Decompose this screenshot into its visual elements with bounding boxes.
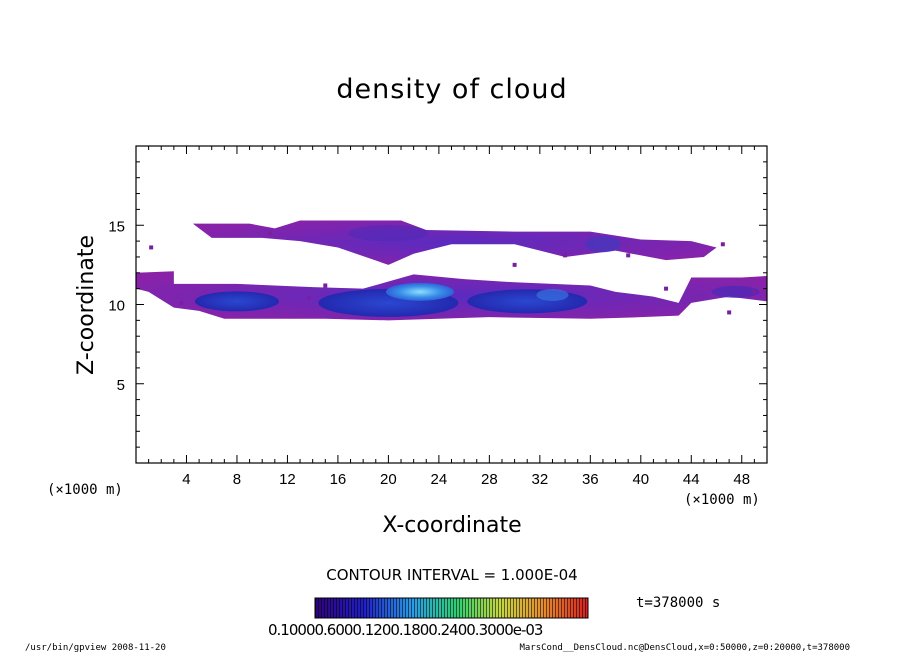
x-tick-label: 32	[531, 471, 548, 488]
y-tick-label: 5	[117, 377, 125, 394]
footer-left: /usr/bin/gpview 2008-11-20	[25, 643, 166, 653]
cloud-core	[467, 289, 588, 314]
colorbar-frame	[314, 597, 589, 619]
contour-interval: CONTOUR INTERVAL = 1.000E-04	[326, 566, 578, 584]
x-tick-label: 16	[330, 471, 347, 488]
cloud-speckle	[664, 286, 669, 291]
y-tick-label: 15	[108, 218, 125, 235]
cloud-speckle	[727, 310, 732, 315]
x-tick-label: 4	[182, 471, 190, 488]
cloud-speckle	[720, 242, 725, 247]
y-tick-label: 10	[108, 298, 125, 315]
cloud-patch	[536, 288, 569, 301]
x-tick-label: 8	[233, 471, 241, 488]
chart-title: density of cloud	[336, 74, 568, 105]
cloud-band-upper	[192, 220, 717, 265]
cloud-speckle	[563, 253, 568, 258]
colorbar-lines	[315, 598, 588, 618]
x-tick-label: 24	[431, 471, 448, 488]
time-label: t=378000 s	[636, 595, 721, 611]
cloud-patch	[584, 236, 621, 253]
x-tick-label: 12	[279, 471, 296, 488]
cloud-speckle	[179, 300, 184, 305]
cloud-speckle	[306, 296, 311, 301]
x-axis-label: X-coordinate	[382, 513, 522, 538]
cloud-speckle	[149, 245, 154, 250]
x-tick-label: 28	[481, 471, 498, 488]
cloud-speckle	[626, 253, 631, 258]
cloud-speckle	[267, 231, 272, 236]
axis-ticks	[136, 146, 767, 463]
x-unit-left: (×1000 m)	[47, 482, 123, 498]
x-tick-label: 20	[380, 471, 397, 488]
x-tick-label: 44	[683, 471, 700, 488]
footer-right: MarsCond__DensCloud.nc@DensCloud,x=0:500…	[519, 643, 850, 653]
cloud-speckle	[323, 283, 328, 288]
x-unit-right: (×1000 m)	[684, 492, 760, 508]
cloud-core	[194, 291, 279, 312]
cloud-peak	[385, 282, 454, 301]
cloud-speckle	[512, 262, 517, 267]
cloud-speckle	[752, 289, 757, 294]
x-tick-label: 36	[582, 471, 599, 488]
y-axis-label: Z-coordinate	[74, 235, 99, 375]
x-tick-label: 48	[733, 471, 750, 488]
cloud-band-lower	[136, 271, 767, 321]
cloud-patch	[711, 285, 760, 298]
cloud-patch	[348, 225, 429, 242]
x-tick-label: 40	[632, 471, 649, 488]
colorbar-tick-labels: 0.10000.6000.1200.1800.2400.3000e-03	[268, 621, 543, 639]
cloud-bands	[136, 220, 767, 321]
